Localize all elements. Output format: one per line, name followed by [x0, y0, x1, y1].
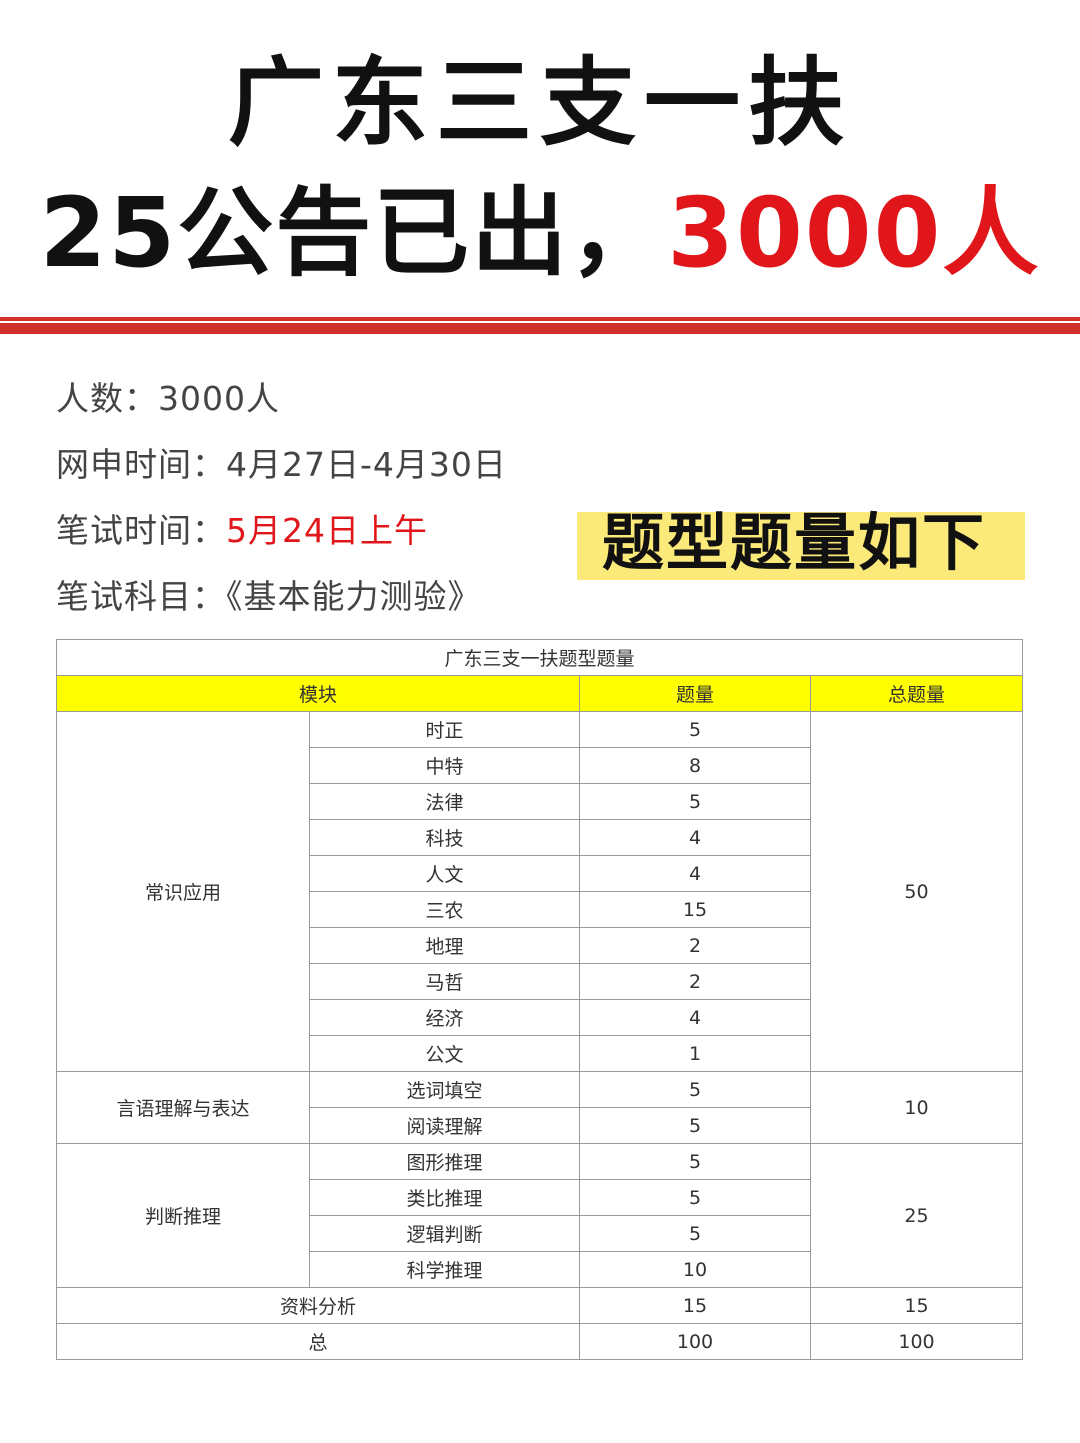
- table-row: 马哲 2: [57, 963, 1023, 1000]
- headline-prefix: 25公告已出，: [39, 177, 668, 289]
- count-cell: 1: [579, 1035, 811, 1072]
- info-headcount: 人数：3000人: [56, 372, 280, 420]
- headline-highlight: 3000人: [667, 177, 1041, 289]
- table-row: 科技 4: [57, 819, 1023, 856]
- module-cell: 判断推理: [56, 1143, 310, 1288]
- total-cell: 10: [809, 1071, 1024, 1144]
- total-cell: 100: [809, 1323, 1024, 1360]
- count-cell: 4: [579, 819, 811, 856]
- count-cell: 5: [579, 1215, 811, 1252]
- subtype-cell: 经济: [309, 999, 580, 1036]
- table-row: 人文 4: [57, 855, 1023, 892]
- table-row: 逻辑判断 5: [57, 1215, 1023, 1252]
- info-label: 网申时间：: [56, 445, 226, 484]
- count-cell: 2: [579, 963, 811, 1000]
- headline-line-2: 25公告已出，3000人: [0, 178, 1080, 288]
- subtype-cell: 逻辑判断: [309, 1215, 580, 1252]
- subtype-cell: 阅读理解: [309, 1107, 580, 1144]
- count-cell: 5: [579, 1071, 811, 1108]
- table-row: 地理 2: [57, 927, 1023, 964]
- table-row: 判断推理 图形推理 5 25: [56, 1143, 1024, 1288]
- subtype-cell: 人文: [309, 855, 580, 892]
- table-row: 经济 4: [57, 999, 1023, 1036]
- subtype-cell: 图形推理: [309, 1143, 580, 1180]
- info-value: 《基本能力测验》: [226, 577, 482, 616]
- divider-thick: [0, 323, 1080, 334]
- count-cell: 5: [579, 1143, 811, 1180]
- info-exam-time: 笔试时间：5月24日上午: [56, 504, 428, 552]
- subtype-cell: 时正: [309, 711, 580, 748]
- subtype-cell: 科技: [309, 819, 580, 856]
- count-cell: 5: [579, 1107, 811, 1144]
- subtype-cell: 法律: [309, 783, 580, 820]
- count-cell: 100: [579, 1323, 811, 1360]
- count-cell: 5: [579, 711, 811, 748]
- info-exam-subject: 笔试科目：《基本能力测验》: [56, 570, 482, 618]
- badge-highlight: [577, 512, 1025, 580]
- count-cell: 5: [579, 783, 811, 820]
- table-row: 阅读理解 5: [57, 1107, 1023, 1144]
- table-title: 广东三支一扶题型题量: [55, 639, 1024, 676]
- count-cell: 4: [579, 999, 811, 1036]
- info-value: 4月27日-4月30日: [226, 445, 507, 484]
- table-title-row: 广东三支一扶题型题量: [55, 639, 1024, 676]
- count-cell: 15: [579, 1287, 811, 1324]
- question-table: 广东三支一扶题型题量 模块 题量 总题量 常识应用 时正 5 50 中特 8 法律 5 科技 4 人文 4 三农…: [55, 639, 1024, 1360]
- header-module: 模块: [56, 675, 580, 712]
- total-cell: 50: [809, 711, 1024, 1072]
- table-row: 言语理解与表达 选词填空 5 10: [56, 1071, 1024, 1144]
- subtype-cell: 马哲: [309, 963, 580, 1000]
- table-header-row: 模块 题量 总题量: [56, 675, 1024, 712]
- table-row: 常识应用 时正 5 50: [56, 711, 1024, 1072]
- count-cell: 4: [579, 855, 811, 892]
- info-label: 人数：: [56, 379, 158, 418]
- module-cell: 总: [56, 1323, 580, 1360]
- count-cell: 10: [579, 1251, 811, 1288]
- module-cell: 常识应用: [56, 711, 310, 1072]
- info-apply-time: 网申时间：4月27日-4月30日: [56, 438, 507, 486]
- module-cell: 资料分析: [56, 1287, 580, 1324]
- count-cell: 8: [579, 747, 811, 784]
- table-row: 总 100 100: [56, 1323, 1024, 1360]
- header-count: 题量: [579, 675, 811, 712]
- subtype-cell: 中特: [309, 747, 580, 784]
- subtype-cell: 选词填空: [309, 1071, 580, 1108]
- count-cell: 15: [579, 891, 811, 928]
- table-row: 三农 15: [57, 891, 1023, 928]
- table-row: 资料分析 15 15: [56, 1287, 1024, 1324]
- table-row: 公文 1: [57, 1035, 1023, 1072]
- info-label: 笔试时间：: [56, 511, 226, 550]
- subtype-cell: 类比推理: [309, 1179, 580, 1216]
- info-label: 笔试科目：: [56, 577, 226, 616]
- info-value: 3000人: [158, 379, 280, 418]
- subtype-cell: 地理: [309, 927, 580, 964]
- header-total: 总题量: [809, 675, 1024, 712]
- count-cell: 5: [579, 1179, 811, 1216]
- badge-text: 题型题量如下: [602, 506, 987, 579]
- module-cell: 言语理解与表达: [56, 1071, 310, 1144]
- count-cell: 2: [579, 927, 811, 964]
- divider-thin: [0, 317, 1080, 321]
- subtype-cell: 三农: [309, 891, 580, 928]
- subtype-cell: 公文: [309, 1035, 580, 1072]
- headline-line-1: 广东三支一扶: [228, 47, 852, 159]
- info-value: 5月24日上午: [226, 511, 428, 550]
- total-cell: 15: [809, 1287, 1024, 1324]
- table-row: 类比推理 5: [57, 1179, 1023, 1216]
- subtype-cell: 科学推理: [309, 1251, 580, 1288]
- table-row: 中特 8: [57, 747, 1023, 784]
- total-cell: 25: [809, 1143, 1024, 1288]
